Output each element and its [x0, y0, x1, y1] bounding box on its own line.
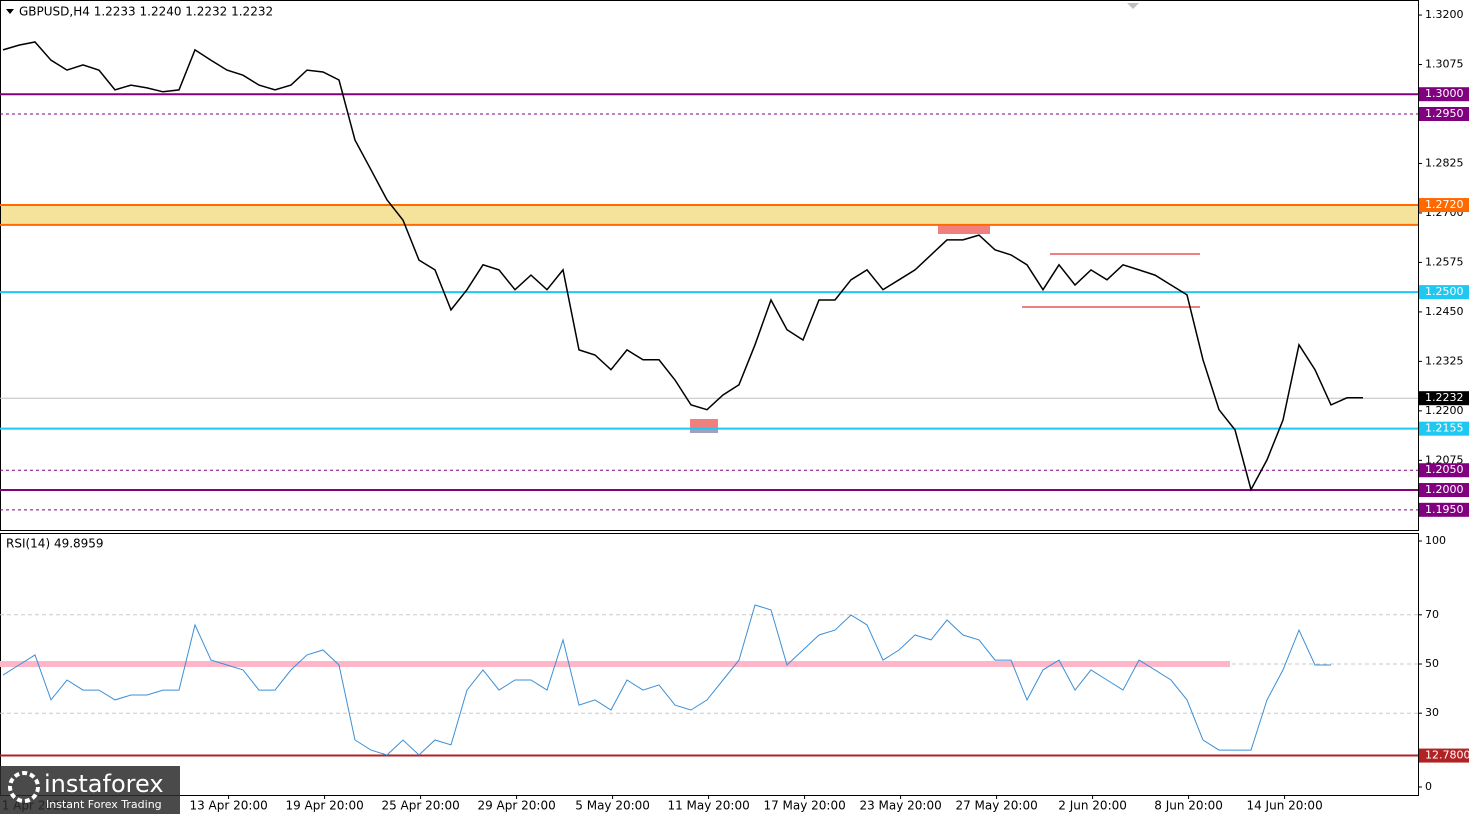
y-tick-label: 0 [1425, 780, 1432, 793]
x-tick-label: 2 Jun 20:00 [1058, 799, 1127, 813]
logo-text: instaforex [44, 770, 164, 798]
level-label-box [1419, 421, 1469, 436]
rsi-title: RSI(14) 49.8959 [6, 537, 104, 551]
x-tick-label: 11 May 20:00 [667, 799, 749, 813]
level-label: 1.1950 [1425, 503, 1464, 516]
price-pane [0, 0, 1419, 531]
logo-icon [8, 771, 40, 803]
level-label-box [1419, 483, 1469, 498]
x-tick-label: 8 Jun 20:00 [1154, 799, 1223, 813]
price-line [2, 41, 1363, 492]
menu-arrow [6, 9, 14, 14]
zone [1, 205, 1418, 225]
y-tick-label: 1.2450 [1425, 305, 1464, 318]
level-label-box [1419, 463, 1469, 478]
y-tick-label: 100 [1425, 534, 1446, 547]
x-tick-label: 23 May 20:00 [859, 799, 941, 813]
y-tick-label: 1.3200 [1425, 8, 1464, 21]
level-label-box [1419, 748, 1469, 763]
level-label-box [1419, 106, 1469, 121]
level-label: 12.7800 [1425, 749, 1470, 762]
x-tick-label: 5 May 20:00 [575, 799, 650, 813]
level-label-box [1419, 198, 1469, 213]
level-label-box [1419, 87, 1469, 102]
x-tick-label: 13 Apr 20:00 [189, 799, 267, 813]
x-tick-label: 19 Apr 20:00 [285, 799, 363, 813]
level-label: 1.3000 [1425, 87, 1464, 100]
x-tick-label: 25 Apr 20:00 [381, 799, 459, 813]
y-tick-label: 1.2575 [1425, 255, 1464, 268]
level-label: 1.2232 [1425, 391, 1464, 404]
level-label-box [1419, 285, 1469, 300]
y-tick-label: 30 [1425, 706, 1439, 719]
y-tick-label: 1.3075 [1425, 58, 1464, 71]
y-tick-label: 1.2200 [1425, 404, 1464, 417]
shift-marker [1127, 3, 1139, 9]
resistance-box [938, 225, 990, 234]
level-label: 1.2950 [1425, 107, 1464, 120]
x-tick-label: 17 May 20:00 [763, 799, 845, 813]
level-label: 1.2155 [1425, 422, 1464, 435]
y-tick-label: 1.2075 [1425, 453, 1464, 466]
level-label: 1.2050 [1425, 463, 1464, 476]
y-tick-label: 70 [1425, 608, 1439, 621]
price-title: GBPUSD,H4 1.2233 1.2240 1.2232 1.2232 [19, 5, 273, 19]
level-label-box [1419, 391, 1469, 406]
rsi-line [2, 604, 1331, 756]
level-label: 1.2500 [1425, 285, 1464, 298]
x-tick-label: 14 Jun 20:00 [1246, 799, 1322, 813]
y-tick-label: 50 [1425, 657, 1439, 670]
support-box [690, 419, 718, 428]
level-label: 1.2720 [1425, 198, 1464, 211]
watermark: instaforex Instant Forex Trading [0, 766, 180, 814]
level-label-box [1419, 502, 1469, 517]
x-tick-label: 27 May 20:00 [955, 799, 1037, 813]
level-label: 1.2000 [1425, 483, 1464, 496]
logo-tagline: Instant Forex Trading [46, 798, 162, 811]
y-tick-label: 1.2325 [1425, 354, 1464, 367]
watermark-bg [0, 766, 180, 814]
y-tick-label: 1.2825 [1425, 156, 1464, 169]
x-tick-label: 29 Apr 20:00 [477, 799, 555, 813]
support-box [690, 428, 718, 433]
